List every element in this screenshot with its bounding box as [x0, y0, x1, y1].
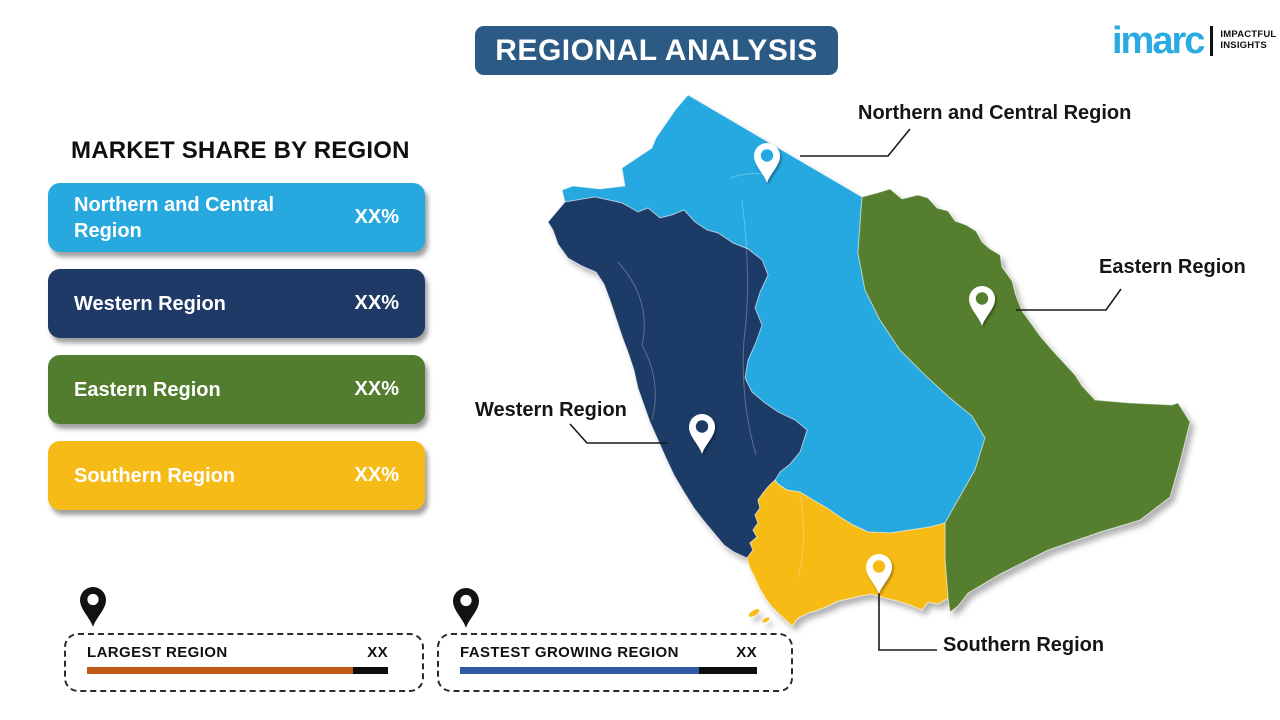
map-region-eastern [857, 188, 1191, 613]
map-pin-eastern-icon [969, 286, 995, 326]
logo-divider [1210, 26, 1214, 56]
callout-eastern [1016, 288, 1122, 311]
legend-item-value: XX% [354, 464, 399, 486]
callout-southern [878, 593, 937, 651]
largest-region-bar-fill [87, 667, 354, 674]
fastest-region-box: FASTEST GROWING REGION XX [437, 633, 793, 692]
page-title-text: REGIONAL ANALYSIS [495, 33, 818, 67]
fastest-region-label: FASTEST GROWING REGION [460, 644, 679, 661]
map-region-southern [746, 479, 949, 627]
map-label-southern: Southern Region [943, 634, 1105, 656]
callout-western [569, 423, 668, 444]
province-borders [617, 173, 805, 579]
legend-item-value: XX% [354, 206, 399, 228]
logo-tagline: IMPACTFUL INSIGHTS [1220, 29, 1277, 51]
fastest-region-bar [460, 667, 757, 674]
legend-item-value: XX% [354, 292, 399, 314]
legend-heading: MARKET SHARE BY REGION [71, 137, 410, 164]
largest-region-box: LARGEST REGION XX [64, 633, 424, 692]
legend-item-northern-central: Northern and Central Region XX% [48, 183, 425, 252]
map-label-western: Western Region [475, 399, 627, 421]
map-pin-northern-icon [754, 143, 780, 183]
map-pin-western-icon [689, 414, 715, 454]
page-title: REGIONAL ANALYSIS [475, 26, 838, 75]
fastest-region-value: XX [736, 644, 757, 661]
callout-lines [569, 128, 1122, 651]
legend-item-western: Western Region XX% [48, 269, 425, 338]
callout-northern [800, 128, 911, 157]
largest-region-bar-remainder [353, 667, 388, 674]
legend-item-label: Eastern Region [74, 378, 221, 401]
fastest-region-bar-remainder [699, 667, 757, 674]
legend-item-southern: Southern Region XX% [48, 441, 425, 510]
largest-region-bar [87, 667, 388, 674]
largest-region-pin-icon [80, 587, 106, 627]
largest-region-value: XX [367, 644, 388, 661]
largest-region-label: LARGEST REGION [87, 644, 228, 661]
legend-item-value: XX% [354, 378, 399, 400]
fastest-region-bar-fill [460, 667, 700, 674]
legend-item-label: Northern and Central Region [74, 193, 275, 242]
imarc-logo-wordmark: imarc [1112, 20, 1205, 62]
map-pin-southern-icon [866, 554, 892, 594]
map-island [748, 609, 760, 617]
legend-item-label: Southern Region [74, 464, 236, 487]
imarc-logo: imarc IMPACTFUL INSIGHTS [1112, 22, 1276, 60]
map-island [762, 617, 770, 623]
map-label-northern-central: Northern and Central Region [858, 102, 1132, 124]
fastest-region-pin-icon [453, 588, 479, 628]
map-label-eastern: Eastern Region [1099, 256, 1246, 278]
legend-item-label: Western Region [74, 292, 226, 315]
legend-item-eastern: Eastern Region XX% [48, 355, 425, 424]
